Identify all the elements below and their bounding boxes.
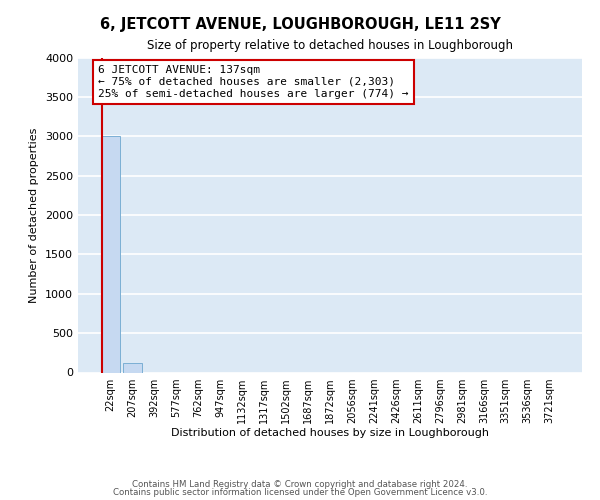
- Text: Contains public sector information licensed under the Open Government Licence v3: Contains public sector information licen…: [113, 488, 487, 497]
- Bar: [123, 363, 142, 372]
- Text: 6, JETCOTT AVENUE, LOUGHBOROUGH, LE11 2SY: 6, JETCOTT AVENUE, LOUGHBOROUGH, LE11 2S…: [100, 18, 500, 32]
- Text: Contains HM Land Registry data © Crown copyright and database right 2024.: Contains HM Land Registry data © Crown c…: [132, 480, 468, 489]
- Y-axis label: Number of detached properties: Number of detached properties: [29, 128, 40, 302]
- Title: Size of property relative to detached houses in Loughborough: Size of property relative to detached ho…: [147, 39, 513, 52]
- X-axis label: Distribution of detached houses by size in Loughborough: Distribution of detached houses by size …: [171, 428, 489, 438]
- Text: 6 JETCOTT AVENUE: 137sqm
← 75% of detached houses are smaller (2,303)
25% of sem: 6 JETCOTT AVENUE: 137sqm ← 75% of detach…: [98, 66, 409, 98]
- Bar: [101, 136, 119, 372]
